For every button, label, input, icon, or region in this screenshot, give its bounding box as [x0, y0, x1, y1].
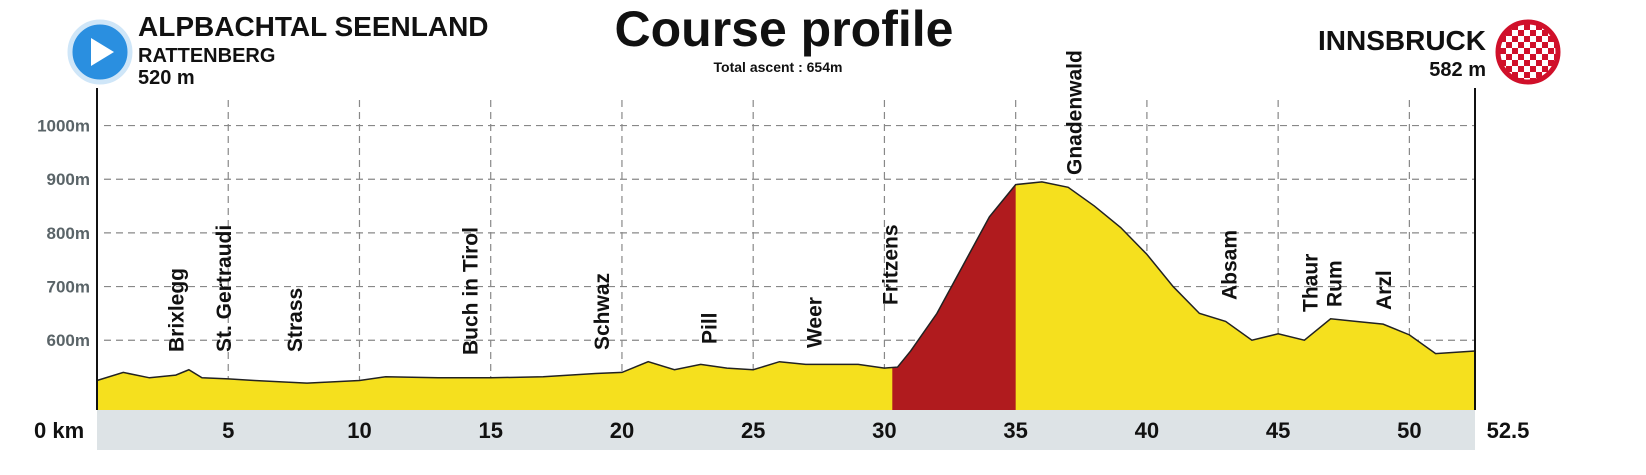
x-tick-label: 50	[1397, 418, 1421, 443]
climb-area	[892, 184, 1016, 410]
x-tick-label: 15	[478, 418, 502, 443]
start-altitude: 520 m	[138, 67, 195, 89]
start-town: RATTENBERG	[138, 45, 275, 67]
y-tick-label: 1000m	[37, 117, 90, 136]
x-tick-label: 5	[222, 418, 234, 443]
chart-subtitle: Total ascent : 654m	[714, 59, 843, 75]
x-tick-label: 20	[610, 418, 634, 443]
place-label: St. Gertraudi	[213, 225, 236, 352]
y-tick-label: 800m	[47, 224, 90, 243]
place-label: Arzl	[1373, 270, 1396, 310]
finish-altitude: 582 m	[1429, 59, 1486, 81]
place-label: Fritzens	[880, 224, 903, 305]
place-label: Pill	[699, 312, 722, 344]
y-tick-label: 700m	[47, 278, 90, 297]
place-label: Absam	[1218, 230, 1241, 300]
x-tick-label: 25	[741, 418, 765, 443]
y-tick-label: 900m	[47, 170, 90, 189]
place-label: Strass	[284, 288, 307, 352]
play-icon	[91, 38, 114, 66]
place-label: Thaur	[1300, 254, 1323, 312]
place-label: Schwaz	[591, 273, 614, 350]
x-tick-label: 45	[1266, 418, 1290, 443]
x-tick-label: 52.5	[1487, 418, 1530, 443]
area	[97, 181, 1475, 410]
x-tick-label: 35	[1003, 418, 1027, 443]
place-label: Brixlegg	[166, 268, 189, 352]
profile-line	[96, 181, 1476, 384]
y-tick-label: 600m	[47, 331, 90, 350]
finish-icon	[1495, 19, 1561, 85]
x-tick-label: 40	[1135, 418, 1159, 443]
axis-band	[97, 410, 1475, 450]
place-label: Rum	[1323, 260, 1346, 307]
start-region: ALPBACHTAL SEENLAND	[138, 11, 489, 42]
place-label: Gnadenwald	[1063, 50, 1086, 175]
x-tick-label: 10	[347, 418, 371, 443]
chart-title: Course profile	[615, 1, 954, 57]
place-label: Weer	[804, 297, 827, 348]
place-label: Buch in Tirol	[460, 227, 483, 355]
x-tick-label: 0 km	[34, 418, 84, 443]
finish-town: INNSBRUCK	[1318, 25, 1486, 56]
x-tick-label: 30	[872, 418, 896, 443]
